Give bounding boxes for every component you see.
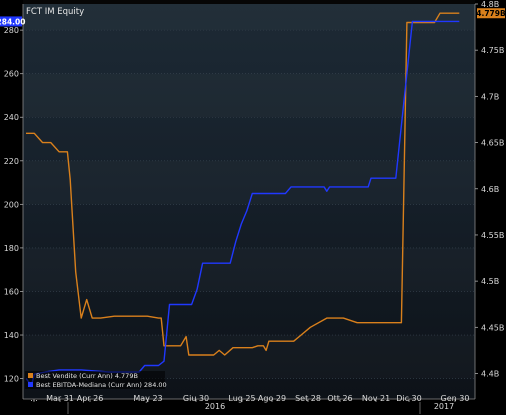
plot-band <box>23 248 475 292</box>
x-tick-label: Apr 26 <box>77 394 104 403</box>
legend-box <box>25 371 165 389</box>
x-tick-label: Nov 21 <box>362 394 390 403</box>
x-tick-label: Giu 30 <box>183 394 209 403</box>
x-tick-label: Set 28 <box>295 394 321 403</box>
plot-background <box>23 4 475 399</box>
x-tick-label: May 23 <box>133 394 162 403</box>
plot-band <box>23 74 475 118</box>
x-tick-label: ... <box>30 394 38 403</box>
legend-entry: Best Vendite (Curr Ann) 4.779B <box>36 372 138 380</box>
series-line-ebitda <box>25 20 460 386</box>
ebitda-last-value-label: 284.00 <box>0 17 25 26</box>
right-tick-label: 4.65B <box>481 139 504 148</box>
left-tick-label: 180 <box>4 244 19 253</box>
left-tick-label: 260 <box>4 70 19 79</box>
right-tick-label: 4.45B <box>481 323 504 332</box>
x-tick-label: Lug 25 <box>228 394 255 403</box>
right-tick-label: 4.6B <box>481 185 499 194</box>
x-tick-label: Ott 26 <box>327 394 352 403</box>
right-tick-label: 4.8B <box>481 0 499 9</box>
right-tick-label: 4.5B <box>481 277 499 286</box>
x-tick-label: Ago 29 <box>258 394 286 403</box>
legend-swatch <box>28 373 33 378</box>
vendite-last-value-badge <box>477 8 505 19</box>
right-tick-label: 4.4B <box>481 370 499 379</box>
left-tick-label: 200 <box>4 200 19 209</box>
ebitda-last-value-badge <box>0 16 22 27</box>
chart-title: FCT IM Equity <box>26 7 84 17</box>
year-label: 2016 <box>205 402 225 411</box>
left-tick-label: 280 <box>4 26 19 35</box>
series-line-vendite <box>26 12 460 356</box>
year-label: 2017 <box>434 402 454 411</box>
left-tick-label: 240 <box>4 113 19 122</box>
left-tick-label: 220 <box>4 157 19 166</box>
left-tick-label: 140 <box>4 331 19 340</box>
left-tick-label: 160 <box>4 287 19 296</box>
x-tick-label: Dic 30 <box>396 394 422 403</box>
right-tick-label: 4.55B <box>481 231 504 240</box>
right-tick-label: 4.7B <box>481 92 499 101</box>
vendite-last-value-label: 4.779B <box>476 9 506 18</box>
x-tick-label: Gen 30 <box>441 394 470 403</box>
legend-entry: Best EBITDA-Mediana (Curr Ann) 284.00 <box>36 381 167 389</box>
left-tick-label: 120 <box>4 375 19 384</box>
legend-swatch <box>28 382 33 387</box>
x-tick-label: Mar 31 <box>46 394 74 403</box>
right-tick-label: 4.75B <box>481 46 504 55</box>
plot-band <box>23 161 475 205</box>
